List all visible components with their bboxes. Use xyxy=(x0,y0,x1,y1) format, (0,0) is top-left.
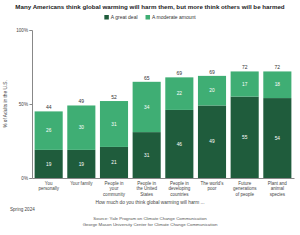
legend-swatch xyxy=(104,15,109,20)
y-tick: 50% xyxy=(19,102,32,107)
bar-segment xyxy=(165,77,193,110)
data-label: 31 xyxy=(144,153,150,158)
y-tick-label: 0% xyxy=(21,176,28,181)
data-label: 55 xyxy=(242,135,248,140)
chart: Many Americans think global warming will… xyxy=(0,0,300,235)
total-label: 44 xyxy=(46,104,52,110)
bar-segment xyxy=(35,111,63,149)
x-tick-label: Futuregenerationsof people xyxy=(233,181,257,196)
y-tick: 100% xyxy=(16,28,32,33)
data-label: 19 xyxy=(79,162,85,167)
data-label: 26 xyxy=(46,128,52,133)
bar-segment xyxy=(133,132,161,178)
bar-segment xyxy=(133,82,161,132)
x-tick-label: The world'spoor xyxy=(201,181,225,191)
bar-segment xyxy=(165,110,193,178)
data-label: 54 xyxy=(275,136,281,141)
bar-segment xyxy=(198,76,226,106)
x-tick-label: People indevelopingcountries xyxy=(168,181,190,196)
bar-segment xyxy=(263,71,291,98)
total-label: 72 xyxy=(242,64,248,70)
source: Source: Yale Program on Climate Change C… xyxy=(93,216,207,221)
x-tick: Youpersonally xyxy=(38,178,59,191)
x-tick-label: Plant andanimalspecies xyxy=(268,181,288,196)
annotation: Spring 2024 xyxy=(10,207,35,212)
x-tick: Futuregenerationsof people xyxy=(233,178,257,197)
data-label: 21 xyxy=(111,160,117,165)
y-tick-label: 50% xyxy=(19,102,28,107)
data-label: 46 xyxy=(177,142,183,147)
x-tick: People inyourcommunity xyxy=(103,178,126,197)
legend-swatch xyxy=(146,15,151,20)
bars xyxy=(35,71,292,178)
x-axis: Youpersonally Your family People inyourcom… xyxy=(33,178,295,197)
y-tick-label: 100% xyxy=(16,28,28,33)
data-label: 18 xyxy=(275,82,281,87)
data-label: 34 xyxy=(144,105,150,110)
total-label: 49 xyxy=(79,98,85,104)
y-tick-mark xyxy=(30,178,33,179)
bar-segment xyxy=(67,105,95,149)
x-tick: The world'spoor xyxy=(201,178,225,191)
source: George Mason University Center for Clima… xyxy=(83,222,218,227)
x-tick: People indevelopingcountries xyxy=(168,178,190,197)
y-tick: 0% xyxy=(21,176,32,181)
title: Many Americans think global warming will… xyxy=(15,3,285,10)
bar-segment xyxy=(100,147,128,178)
bar-segment xyxy=(198,105,226,178)
legend-label: A great deal xyxy=(111,14,138,20)
data-labels: 19 19 21 31 46 49 55 54 26 30 31 34 22 20 17 18 44 49 52 65… xyxy=(46,64,280,166)
x-tick-label: Youpersonally xyxy=(38,181,59,191)
data-label: 22 xyxy=(177,91,183,96)
x-axis-title: How much do you think global warming wil… xyxy=(95,200,204,205)
bar-segment xyxy=(35,150,63,178)
legend: A great deal A moderate amount xyxy=(104,14,196,20)
x-tick-label: People inthe UnitedStates xyxy=(136,181,157,196)
data-label: 17 xyxy=(242,82,248,87)
x-tick: Your family xyxy=(70,178,93,186)
y-tick-mark xyxy=(30,30,33,31)
x-tick-label: People inyourcommunity xyxy=(103,181,126,196)
x-axis-line xyxy=(33,178,295,179)
bar-segment xyxy=(231,71,259,96)
total-label: 52 xyxy=(111,94,117,100)
data-label: 20 xyxy=(209,88,215,93)
x-tick: Plant andanimalspecies xyxy=(268,178,288,197)
y-tick-mark xyxy=(30,104,33,105)
legend-label: A moderate amount xyxy=(152,14,196,20)
bar-segment xyxy=(263,98,291,178)
x-tick-label: Your family xyxy=(70,181,93,186)
data-label: 31 xyxy=(111,122,117,127)
y-axis-title: % of Adults in the U.S. xyxy=(3,80,8,128)
data-label: 49 xyxy=(209,139,215,144)
total-label: 69 xyxy=(177,70,183,76)
y-axis: 0% 50% 100% xyxy=(16,28,32,181)
total-label: 65 xyxy=(144,75,150,81)
total-label: 69 xyxy=(209,69,215,75)
legend-item: A moderate amount xyxy=(146,14,197,20)
total-label: 72 xyxy=(275,64,281,70)
data-label: 30 xyxy=(79,125,85,130)
bar-segment xyxy=(67,150,95,178)
y-axis-line xyxy=(30,31,33,179)
data-label: 19 xyxy=(46,162,52,167)
legend-item: A great deal xyxy=(104,14,137,20)
x-tick: People inthe UnitedStates xyxy=(136,178,157,197)
bar-segment xyxy=(231,97,259,178)
bar-segment xyxy=(100,101,128,147)
